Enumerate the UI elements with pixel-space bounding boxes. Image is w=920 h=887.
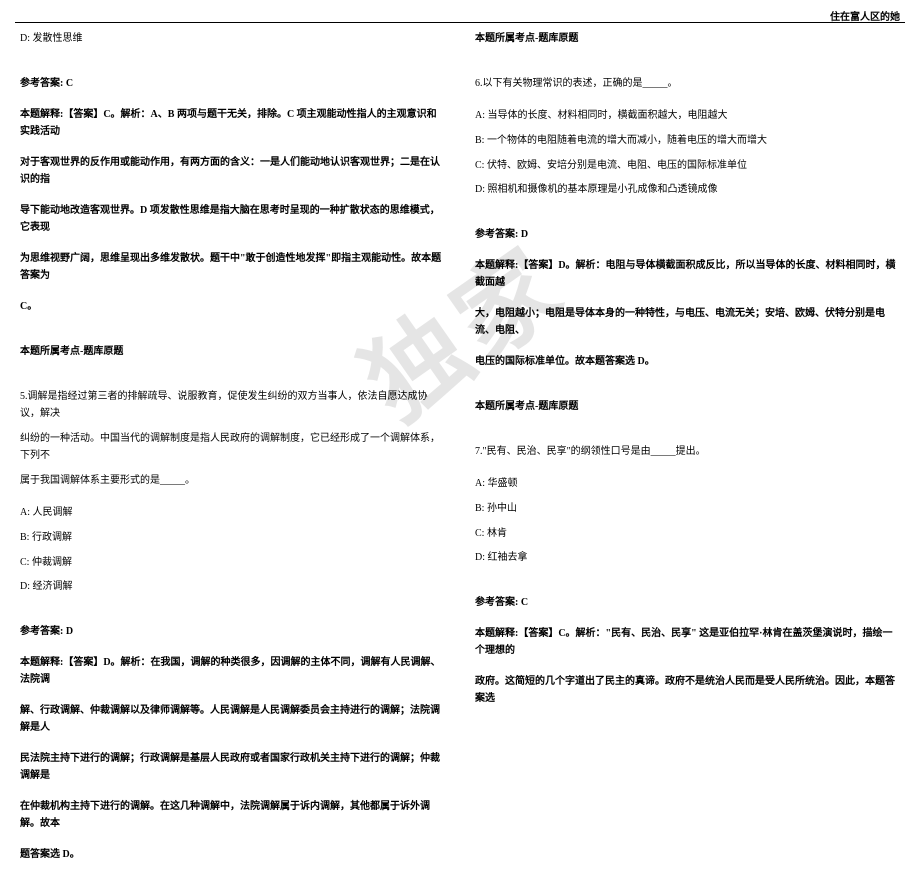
q4-explain-5: C。 bbox=[20, 298, 445, 315]
q6-answer-label: 参考答案: D bbox=[475, 226, 900, 243]
q6-option-a: A: 当导体的长度、材料相同时，横截面积越大，电阻越大 bbox=[475, 106, 900, 121]
q6-explain-3: 电压的国际标准单位。故本题答案选 D。 bbox=[475, 353, 900, 370]
q7-option-c: C: 林肯 bbox=[475, 524, 900, 539]
q6-explain-1: 本题解释:【答案】D。解析：电阻与导体横截面积成反比，所以当导体的长度、材料相同… bbox=[475, 257, 900, 291]
q7-stem: 7."民有、民治、民享"的纲领性口号是由_____提出。 bbox=[475, 443, 900, 460]
q7-option-b: B: 孙中山 bbox=[475, 499, 900, 514]
header-divider bbox=[15, 22, 905, 23]
q6-option-d: D: 照相机和摄像机的基本原理是小孔成像和凸透镜成像 bbox=[475, 181, 900, 198]
q5-explain-4: 在仲裁机构主持下进行的调解。在这几种调解中，法院调解属于诉内调解，其他都属于诉外… bbox=[20, 798, 445, 832]
q5-stem-2: 纠纷的一种活动。中国当代的调解制度是指人民政府的调解制度，它已经形成了一个调解体… bbox=[20, 430, 445, 464]
q7-explain-2: 政府。这简短的几个字道出了民主的真谛。政府不是统治人民而是受人民所统治。因此，本… bbox=[475, 673, 900, 707]
page-content: D: 发散性思维 参考答案: C 本题解释:【答案】C。解析：A、B 两项与题干… bbox=[0, 0, 920, 887]
q5-explain-5: 题答案选 D。 bbox=[20, 846, 445, 863]
q7-explain-1: 本题解释:【答案】C。解析："民有、民治、民享" 这是亚伯拉罕·林肯在盖茨堡演说… bbox=[475, 625, 900, 659]
left-column: D: 发散性思维 参考答案: C 本题解释:【答案】C。解析：A、B 两项与题干… bbox=[20, 30, 445, 877]
q4-explain-4: 为思维视野广阔，思维呈现出多维发散状。题干中"敢于创造性地发挥"即指主观能动性。… bbox=[20, 250, 445, 284]
q5-explain-3: 民法院主持下进行的调解；行政调解是基层人民政府或者国家行政机关主持下进行的调解；… bbox=[20, 750, 445, 784]
q6-explain-2: 大，电阻越小；电阻是导体本身的一种特性，与电压、电流无关；安培、欧姆、伏特分别是… bbox=[475, 305, 900, 339]
q4-option-d: D: 发散性思维 bbox=[20, 30, 445, 47]
q5-stem-1: 5.调解是指经过第三者的排解疏导、说服教育，促使发生纠纷的双方当事人，依法自愿达… bbox=[20, 388, 445, 422]
q5-stem-3: 属于我国调解体系主要形式的是_____。 bbox=[20, 472, 445, 489]
q7-option-a: A: 华盛顿 bbox=[475, 474, 900, 489]
q6-point-label: 本题所属考点-题库原题 bbox=[475, 398, 900, 415]
q5-option-c: C: 仲裁调解 bbox=[20, 553, 445, 568]
q6-option-c: C: 伏特、欧姆、安培分别是电流、电阻、电压的国际标准单位 bbox=[475, 156, 900, 171]
q4-explain-2: 对于客观世界的反作用或能动作用，有两方面的含义：一是人们能动地认识客观世界；二是… bbox=[20, 154, 445, 188]
q7-option-d: D: 红袖去拿 bbox=[475, 549, 900, 566]
q5-explain-2: 解、行政调解、仲裁调解以及律师调解等。人民调解是人民调解委员会主持进行的调解；法… bbox=[20, 702, 445, 736]
q5-option-d: D: 经济调解 bbox=[20, 578, 445, 595]
q5-option-a: A: 人民调解 bbox=[20, 503, 445, 518]
q5-explain-1: 本题解释:【答案】D。解析：在我国，调解的种类很多，因调解的主体不同，调解有人民… bbox=[20, 654, 445, 688]
q4-answer-label: 参考答案: C bbox=[20, 75, 445, 92]
q6-option-b: B: 一个物体的电阻随着电流的增大而减小，随着电压的增大而增大 bbox=[475, 131, 900, 146]
page-header: 住在富人区的她 bbox=[830, 8, 900, 23]
q4-point-label: 本题所属考点-题库原题 bbox=[20, 343, 445, 360]
right-column: 本题所属考点-题库原题 6.以下有关物理常识的表述，正确的是_____。 A: … bbox=[475, 30, 900, 877]
q7-answer-label: 参考答案: C bbox=[475, 594, 900, 611]
q5-answer-label: 参考答案: D bbox=[20, 623, 445, 640]
q4-explain-1: 本题解释:【答案】C。解析：A、B 两项与题干无关，排除。C 项主观能动性指人的… bbox=[20, 106, 445, 140]
q4-explain-3: 导下能动地改造客观世界。D 项发散性思维是指大脑在思考时呈现的一种扩散状态的思维… bbox=[20, 202, 445, 236]
q5-option-b: B: 行政调解 bbox=[20, 528, 445, 543]
q6-stem: 6.以下有关物理常识的表述，正确的是_____。 bbox=[475, 75, 900, 92]
q5-point-label: 本题所属考点-题库原题 bbox=[475, 30, 900, 47]
